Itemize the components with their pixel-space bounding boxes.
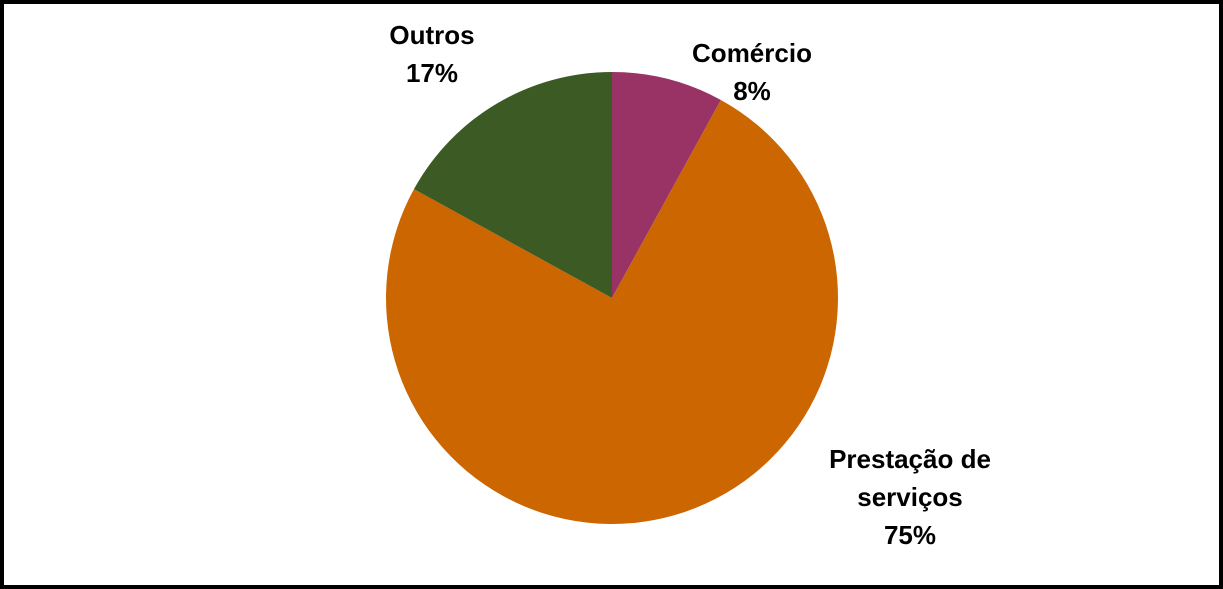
- pie-slice: [612, 72, 721, 298]
- pie-slice: [386, 99, 838, 525]
- slice-label: Comércio 8%: [647, 34, 857, 110]
- category-label: Prestação de serviços: [829, 444, 991, 512]
- pie-plot: [386, 72, 838, 525]
- pie-slice: [413, 72, 612, 298]
- value-label: 75%: [883, 520, 937, 550]
- slice-label: Prestação de serviços 75%: [805, 440, 1015, 554]
- value-label: 17%: [405, 58, 459, 88]
- category-label: Comércio: [692, 38, 812, 68]
- value-label: 8%: [733, 76, 771, 106]
- category-label: Outros: [389, 20, 475, 50]
- slice-label: Outros 17%: [327, 16, 537, 92]
